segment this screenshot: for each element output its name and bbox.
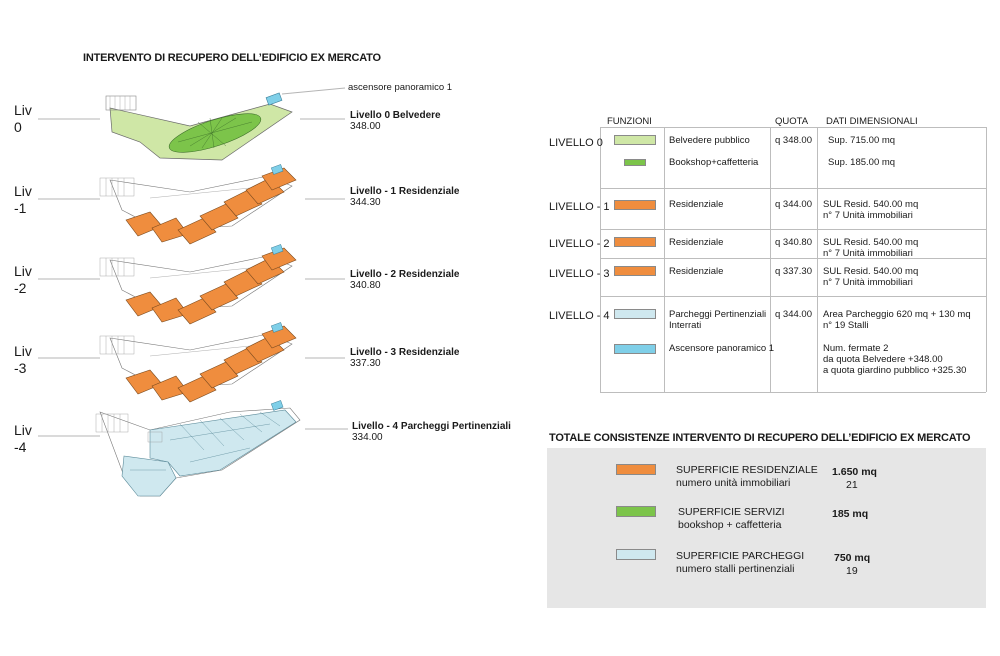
summary-item-parcheggi: SUPERFICIE PARCHEGGI numero stalli pertin… (676, 550, 805, 575)
swatch-bookshop (624, 159, 646, 166)
summary-subvalue-parcheggi: 19 (846, 565, 858, 577)
level-caption-4: Livello - 4 Parcheggi Pertinenziali 334.0… (352, 421, 511, 443)
summary-swatch-servizi (616, 506, 656, 517)
level-3-plan (99, 322, 297, 403)
summary-swatch-residenziale (616, 464, 656, 475)
row-dati-4: SUL Resid. 540.00 mq n° 7 Unità immobilia… (823, 266, 919, 288)
row-func-1: Bookshop+caffetteria (669, 157, 759, 168)
swatch-residenziale-2 (614, 237, 656, 247)
liv-label-0: Liv 0 (14, 102, 32, 135)
level-caption-0: Livello 0 Belvedere 348.00 (350, 110, 441, 132)
swatch-belvedere (614, 135, 656, 145)
summary-value-parcheggi: 750 mq (834, 552, 871, 564)
row-dati-3: SUL Resid. 540.00 mq n° 7 Unità immobilia… (823, 237, 919, 259)
page-title: INTERVENTO DI RECUPERO DELL’EDIFICIO EX … (83, 52, 381, 64)
summary-value-residenziale: 1.650 mq (832, 466, 877, 478)
level-caption-3: Livello - 3 Residenziale 337.30 (350, 347, 460, 369)
level-2-plan (99, 244, 297, 325)
summary-value-servizi: 185 mq (832, 508, 869, 520)
col-header-funzioni: FUNZIONI (607, 116, 652, 127)
col-header-dati: DATI DIMENSIONALI (826, 116, 918, 127)
row-level-5: LIVELLO - 4 (549, 310, 610, 322)
row-dati-6: Num. fermate 2 da quota Belvedere +348.00… (823, 343, 967, 376)
elevator-callout-label: ascensore panoramico 1 (348, 82, 453, 93)
level-caption-1: Livello - 1 Residenziale 344.30 (350, 186, 460, 208)
row-level-3: LIVELLO - 2 (549, 238, 610, 250)
row-level-0: LIVELLO 0 (549, 137, 603, 149)
row-dati-2: SUL Resid. 540.00 mq n° 7 Unità immobilia… (823, 199, 919, 221)
row-func-3: Residenziale (669, 237, 724, 248)
row-quota-3: q 340.80 (775, 237, 812, 248)
swatch-ascensore (614, 344, 656, 354)
row-dati-0: Sup. 715.00 mq (828, 135, 896, 146)
level-caption-2: Livello - 2 Residenziale 340.80 (350, 269, 460, 291)
row-dati-1: Sup. 185.00 mq (828, 157, 896, 168)
row-func-0: Belvedere pubblico (669, 135, 750, 146)
summary-item-servizi: SUPERFICIE SERVIZI bookshop + caffetteria (678, 506, 785, 531)
row-quota-2: q 344.00 (775, 199, 812, 210)
row-func-4: Residenziale (669, 266, 724, 277)
col-header-quota: QUOTA (775, 116, 809, 127)
liv-label-2: Liv -2 (14, 263, 32, 296)
summary-swatch-parcheggi (616, 549, 656, 560)
row-func-6: Ascensore panoramico 1 (669, 343, 775, 354)
swatch-residenziale-1 (614, 200, 656, 210)
row-quota-5: q 344.00 (775, 309, 812, 320)
level-1-plan (99, 164, 297, 245)
level-0-plan (105, 92, 293, 161)
row-func-5: Parcheggi Pertinenziali Interrati (669, 309, 767, 331)
summary-title: TOTALE CONSISTENZE INTERVENTO DI RECUPER… (549, 432, 971, 444)
row-quota-0: q 348.00 (775, 135, 812, 146)
row-func-2: Residenziale (669, 199, 724, 210)
level-4-plan (95, 400, 301, 497)
row-level-2: LIVELLO - 1 (549, 201, 610, 213)
summary-item-residenziale: SUPERFICIE RESIDENZIALE numero unità immo… (676, 464, 818, 489)
liv-label-4: Liv -4 (14, 422, 32, 455)
liv-label-3: Liv -3 (14, 343, 32, 376)
swatch-residenziale-3 (614, 266, 656, 276)
liv-label-1: Liv -1 (14, 183, 32, 216)
row-dati-5: Area Parcheggio 620 mq + 130 mq n° 19 Sta… (823, 309, 971, 331)
row-level-4: LIVELLO - 3 (549, 268, 610, 280)
summary-subvalue-residenziale: 21 (846, 479, 858, 491)
swatch-parcheggi (614, 309, 656, 319)
row-quota-4: q 337.30 (775, 266, 812, 277)
